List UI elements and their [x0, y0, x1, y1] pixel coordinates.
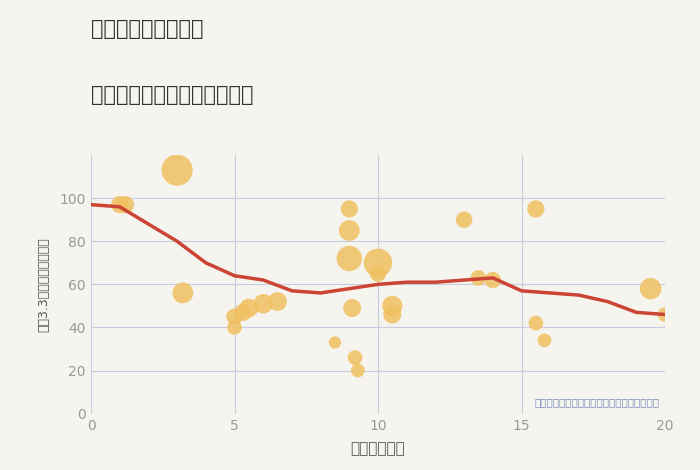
Point	[177, 289, 188, 297]
Point	[352, 367, 363, 374]
Point	[473, 274, 484, 282]
Text: 岐阜県関市千年町の: 岐阜県関市千年町の	[91, 19, 204, 39]
Point	[531, 205, 542, 213]
Point	[258, 300, 269, 307]
Point	[272, 298, 283, 306]
Point	[344, 227, 355, 234]
Point	[531, 320, 542, 327]
Point	[346, 304, 358, 312]
Point	[120, 201, 131, 208]
Point	[372, 270, 384, 277]
Point	[372, 259, 384, 266]
Point	[386, 311, 398, 318]
Point	[244, 304, 255, 312]
Point	[487, 276, 498, 284]
Text: 円の大きさは、取引のあった物件面積を示す: 円の大きさは、取引のあった物件面積を示す	[534, 397, 659, 407]
Text: 駅距離別中古マンション価格: 駅距離別中古マンション価格	[91, 85, 253, 105]
Point	[349, 354, 360, 361]
Point	[237, 309, 248, 316]
X-axis label: 駅距離（分）: 駅距離（分）	[351, 441, 405, 456]
Point	[645, 285, 657, 292]
Point	[229, 324, 240, 331]
Point	[229, 313, 240, 321]
Point	[114, 201, 125, 208]
Point	[330, 339, 341, 346]
Point	[344, 255, 355, 262]
Point	[172, 166, 183, 174]
Point	[539, 337, 550, 344]
Point	[659, 311, 671, 318]
Point	[344, 205, 355, 213]
Y-axis label: 坪（3.3㎡）単価（万円）: 坪（3.3㎡）単価（万円）	[38, 237, 50, 332]
Point	[458, 216, 470, 223]
Point	[386, 302, 398, 310]
